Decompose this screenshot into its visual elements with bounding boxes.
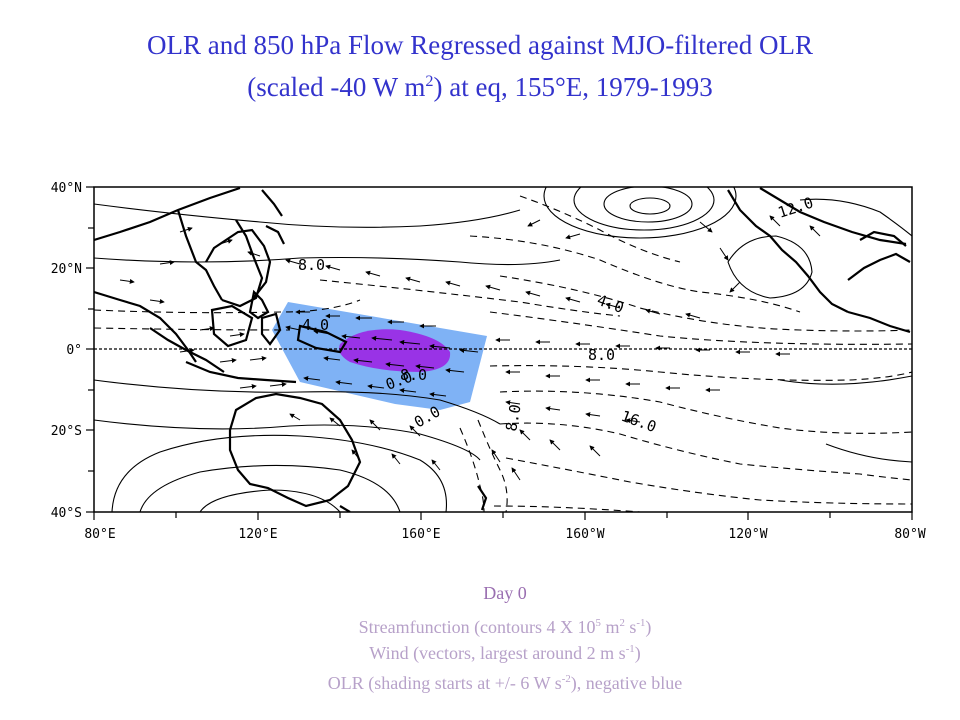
lon-label: 120°W — [728, 527, 767, 542]
caption-sup: 5 — [595, 617, 601, 629]
lat-label: 20°S — [51, 424, 82, 439]
longitude-labels: 80°E 120°E 160°E 160°W 120°W 80°W — [84, 527, 925, 542]
lon-label: 80°W — [894, 527, 925, 542]
latitude-labels: 40°N 20°N 0° 20°S 40°S — [51, 181, 82, 521]
caption-text: Wind (vectors, largest around 2 m s — [369, 643, 626, 663]
lat-label: 0° — [66, 343, 82, 358]
map-title-line-2: (scaled -40 W m2) at eq, 155°E, 1979-199… — [0, 64, 960, 104]
lat-label: 40°N — [51, 181, 82, 196]
streamfunction-contours — [94, 198, 912, 512]
caption-wind: Wind (vectors, largest around 2 m s-1) — [0, 638, 960, 664]
contour-label: 4.0 — [595, 291, 627, 317]
contour-label: 8.0 — [400, 366, 427, 384]
caption-text: ) — [634, 643, 641, 663]
streamfunction-closed-contours — [543, 187, 737, 239]
coastlines — [94, 187, 911, 512]
axis-ticks — [86, 186, 913, 520]
lon-label: 160°W — [565, 527, 604, 542]
contour-label: 16.0 — [619, 407, 659, 436]
title-line2-pre: (scaled -40 W m — [247, 72, 426, 102]
caption-text: ) — [645, 617, 652, 637]
caption-text: m — [600, 617, 620, 637]
map-title-line-1: OLR and 850 hPa Flow Regressed against M… — [147, 30, 813, 60]
wind-vectors — [119, 215, 821, 481]
contour-label: 8.0 — [502, 403, 524, 433]
lat-label: 40°S — [51, 506, 82, 521]
contour-label: 12.0 — [776, 194, 816, 222]
lon-label: 80°E — [84, 527, 115, 542]
caption-text: ), negative blue — [570, 673, 683, 693]
lon-label: 120°E — [238, 527, 277, 542]
caption-sup: -1 — [625, 643, 635, 655]
caption-sup: -1 — [636, 617, 646, 629]
caption-olr: OLR (shading starts at +/- 6 W s-2), neg… — [0, 668, 960, 694]
contour-label: 4.0 — [302, 316, 329, 334]
contour-labels: 8.0 12.0 4.0 8.0 4.0 16.0 8.0 0.0 0.0 8.… — [298, 194, 816, 437]
caption-streamfunction: Streamfunction (contours 4 X 105 m2 s-1) — [0, 612, 960, 638]
day-label: Day 0 — [483, 583, 527, 603]
lat-label: 20°N — [51, 262, 82, 277]
streamfunction-dashed-contours — [94, 195, 912, 512]
title-line2-post: ) at eq, 155°E, 1979-1993 — [433, 72, 713, 102]
contour-label: 8.0 — [588, 346, 615, 364]
lon-label: 160°E — [401, 527, 440, 542]
title-line2-sup: 2 — [425, 72, 434, 90]
caption-text: OLR (shading starts at +/- 6 W s — [327, 673, 562, 693]
caption-sup: -2 — [561, 673, 571, 685]
caption-text: s — [624, 617, 637, 637]
contour-label: 8.0 — [298, 256, 325, 274]
caption-sup: 2 — [619, 617, 625, 629]
caption-text: Streamfunction (contours 4 X 10 — [358, 617, 596, 637]
